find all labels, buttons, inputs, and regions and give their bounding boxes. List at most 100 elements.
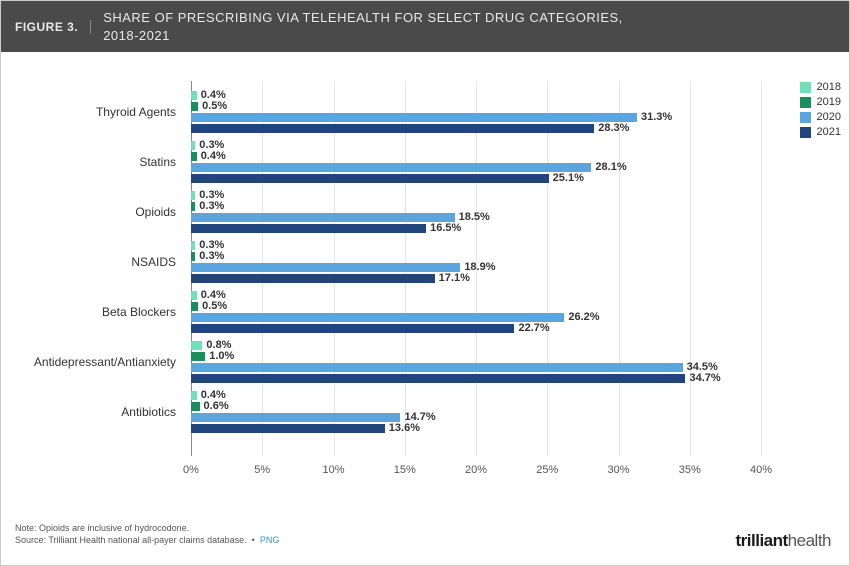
bar (191, 263, 460, 272)
category-group: Statins0.3%0.4%28.1%25.1% (191, 141, 761, 183)
legend-label: 2021 (817, 126, 841, 138)
bar-value-label: 1.0% (209, 350, 234, 362)
bar (191, 424, 385, 433)
footer-notes: Note: Opioids are inclusive of hydrocodo… (15, 522, 279, 547)
legend-item: 2021 (800, 126, 841, 138)
category-label: Beta Blockers (6, 305, 176, 319)
bar (191, 341, 202, 350)
bar (191, 113, 637, 122)
bar-value-label: 0.6% (204, 400, 229, 412)
bar-value-label: 28.3% (598, 122, 629, 134)
bar (191, 191, 195, 200)
x-tick-label: 35% (679, 464, 701, 476)
bar-value-label: 22.7% (518, 322, 549, 334)
figure-title-line1: SHARE OF PRESCRIBING VIA TELEHEALTH FOR … (103, 10, 623, 25)
category-label: Antidepressant/Antianxiety (6, 355, 176, 369)
bar (191, 213, 455, 222)
bar (191, 274, 435, 283)
brand-logo: trillianthealth (736, 531, 832, 551)
legend-swatch (800, 127, 811, 138)
bar-value-label: 0.5% (202, 100, 227, 112)
legend-label: 2020 (817, 111, 841, 123)
x-tick-label: 20% (465, 464, 487, 476)
figure-frame: FIGURE 3. SHARE OF PRESCRIBING VIA TELEH… (0, 0, 850, 566)
bar-value-label: 18.5% (459, 211, 490, 223)
x-tick-label: 15% (394, 464, 416, 476)
bar (191, 391, 197, 400)
bar (191, 252, 195, 261)
gridline (761, 81, 762, 456)
bar (191, 141, 195, 150)
bar-value-label: 0.3% (199, 200, 224, 212)
category-group: Antibiotics0.4%0.6%14.7%13.6% (191, 391, 761, 433)
bar (191, 152, 197, 161)
bar (191, 363, 683, 372)
bar-value-label: 34.7% (689, 372, 720, 384)
category-group: Thyroid Agents0.4%0.5%31.3%28.3% (191, 91, 761, 133)
legend-item: 2018 (800, 81, 841, 93)
figure-title: SHARE OF PRESCRIBING VIA TELEHEALTH FOR … (103, 9, 623, 44)
category-group: Beta Blockers0.4%0.5%26.2%22.7% (191, 291, 761, 333)
x-tick-label: 40% (750, 464, 772, 476)
bar (191, 163, 591, 172)
chart-area: 0% 5% 10% 15% 20% 25% 30% 35% 40% Thyroid Agents 0… (1, 81, 850, 491)
category-group: Antidepressant/Antianxiety0.8%1.0%34.5%3… (191, 341, 761, 383)
legend-label: 2019 (817, 96, 841, 108)
bar-value-label: 28.1% (595, 161, 626, 173)
legend-label: 2018 (817, 81, 841, 93)
category-label: Thyroid Agents (6, 105, 176, 119)
legend: 2018 2019 2020 2021 (800, 81, 841, 138)
bar-value-label: 31.3% (641, 111, 672, 123)
bar-value-label: 0.5% (202, 300, 227, 312)
x-tick-label: 25% (536, 464, 558, 476)
bar-value-label: 0.3% (199, 250, 224, 262)
bar (191, 91, 197, 100)
source-text: Source: Trilliant Health national all-pa… (15, 535, 247, 545)
brand-part2: health (788, 531, 831, 550)
bar-value-label: 25.1% (553, 172, 584, 184)
bar (191, 324, 514, 333)
source-line: Source: Trilliant Health national all-pa… (15, 534, 279, 547)
figure-title-line2: 2018-2021 (103, 28, 170, 43)
bar (191, 124, 594, 133)
category-label: Antibiotics (6, 405, 176, 419)
note-text: Note: Opioids are inclusive of hydrocodo… (15, 522, 279, 535)
bar-value-label: 0.4% (201, 150, 226, 162)
bar-value-label: 13.6% (389, 422, 420, 434)
legend-swatch (800, 112, 811, 123)
category-group: NSAIDS0.3%0.3%18.9%17.1% (191, 241, 761, 283)
x-tick-label: 0% (183, 464, 199, 476)
bar (191, 313, 564, 322)
bar (191, 302, 198, 311)
bar (191, 224, 426, 233)
bar-value-label: 16.5% (430, 222, 461, 234)
legend-swatch (800, 82, 811, 93)
x-tick-label: 10% (322, 464, 344, 476)
legend-item: 2020 (800, 111, 841, 123)
bar (191, 102, 198, 111)
bar (191, 352, 205, 361)
bar (191, 413, 400, 422)
x-tick-label: 5% (254, 464, 270, 476)
bar-value-label: 26.2% (568, 311, 599, 323)
category-label: NSAIDS (6, 255, 176, 269)
brand-part1: trilliant (736, 531, 788, 550)
figure-label: FIGURE 3. (15, 20, 91, 34)
x-tick-label: 30% (607, 464, 629, 476)
bar (191, 374, 685, 383)
category-label: Statins (6, 155, 176, 169)
figure-header: FIGURE 3. SHARE OF PRESCRIBING VIA TELEH… (1, 1, 849, 52)
separator-dot: • (252, 535, 255, 545)
plot-region: 0%5%10%15%20%25%30%35%40%Thyroid Agents0… (191, 81, 761, 476)
legend-item: 2019 (800, 96, 841, 108)
format-link[interactable]: PNG (260, 535, 280, 545)
legend-swatch (800, 97, 811, 108)
bar (191, 241, 195, 250)
category-label: Opioids (6, 205, 176, 219)
bar (191, 291, 197, 300)
bar (191, 402, 200, 411)
bar-value-label: 17.1% (439, 272, 470, 284)
bar (191, 202, 195, 211)
bar (191, 174, 549, 183)
category-group: Opioids0.3%0.3%18.5%16.5% (191, 191, 761, 233)
